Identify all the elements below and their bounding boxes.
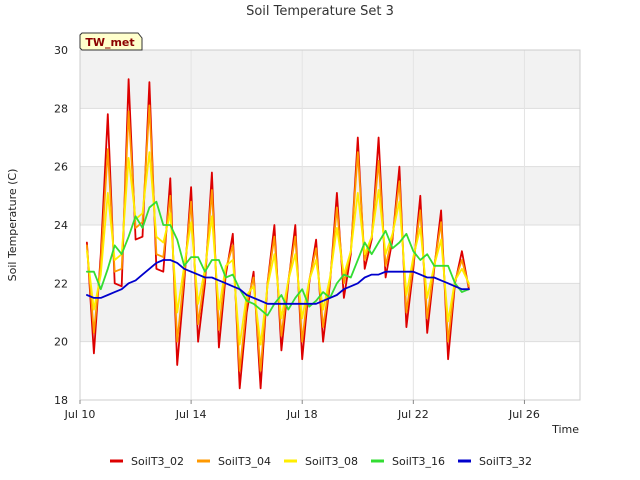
- legend-label: SoilT3_08: [305, 455, 358, 468]
- y-axis-ticks: 18 20 22 24 26 28 30: [54, 44, 68, 407]
- series-line-SoilT3_16: [86, 200, 470, 317]
- chart-title: Soil Temperature Set 3: [246, 4, 394, 19]
- x-tick-label: Jul 14: [175, 408, 207, 421]
- badge-box: [79, 32, 143, 51]
- plot-bands: [80, 50, 580, 342]
- y-tick-label: 24: [54, 219, 68, 232]
- x-tick-label: Jul 18: [286, 408, 318, 421]
- legend-label: SoilT3_02: [131, 455, 184, 468]
- legend-label: SoilT3_32: [479, 455, 532, 468]
- legend-label: SoilT3_16: [392, 455, 445, 468]
- y-axis-label: Soil Temperature (C): [6, 169, 19, 282]
- badge-label: TW_met: [85, 36, 134, 49]
- series-line-SoilT3_08: [86, 151, 470, 346]
- met-badge: TW_met: [79, 32, 143, 51]
- legend: SoilT3_02 SoilT3_04 SoilT3_08 SoilT3_16 Soil…: [110, 455, 532, 468]
- y-tick-label: 22: [54, 277, 68, 290]
- plot-frame: [79, 49, 581, 401]
- y-tick-label: 30: [54, 44, 68, 57]
- y-tick-label: 28: [54, 102, 68, 115]
- y-tick-label: 20: [54, 336, 68, 349]
- plot-band: [80, 50, 580, 109]
- legend-label: SoilT3_04: [218, 455, 271, 468]
- y-tick-label: 26: [54, 161, 68, 174]
- series-lines: [86, 78, 470, 390]
- y-tick-label: 18: [54, 394, 68, 407]
- x-tick-label: Jul 22: [397, 408, 429, 421]
- x-axis-label: Time: [551, 423, 579, 436]
- plot-band: [80, 166, 580, 225]
- series-line-SoilT3_32: [86, 259, 470, 305]
- plot-band: [80, 283, 580, 342]
- x-tick-label: Jul 10: [64, 408, 96, 421]
- x-tick-label: Jul 26: [508, 408, 540, 421]
- x-axis-ticks: Jul 10 Jul 14 Jul 18 Jul 22 Jul 26: [64, 400, 540, 421]
